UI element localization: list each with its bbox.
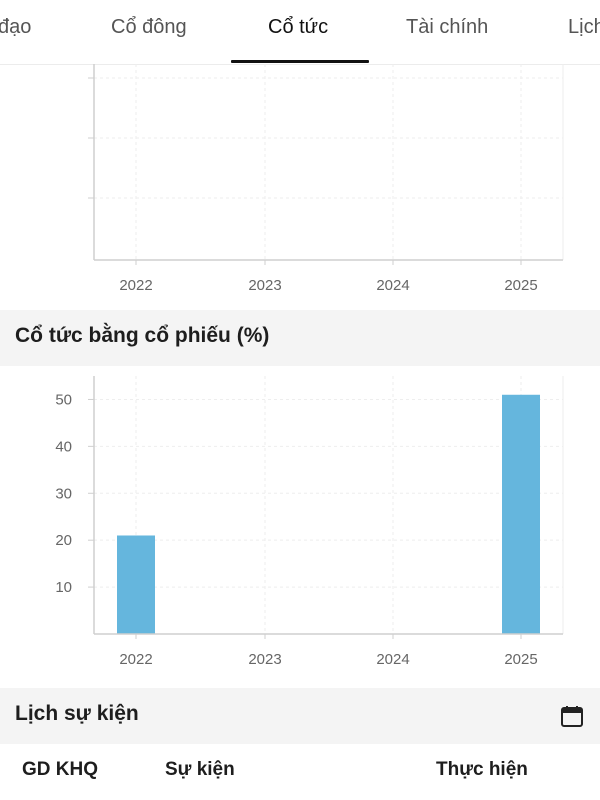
column-header-gd-khq[interactable]: GD KHQ [22, 759, 98, 780]
tab-lanh-dao[interactable]: đạo [0, 16, 32, 38]
tab-co-tuc[interactable]: Cổ tức [268, 16, 329, 38]
calendar-icon[interactable] [560, 704, 584, 728]
y-tick-label: 50 [55, 391, 72, 408]
tab-co-dong[interactable]: Cổ đông [111, 16, 187, 38]
x-tick-label: 2022 [119, 277, 152, 294]
y-tick-label: 30 [55, 485, 72, 502]
section-title: Lịch sự kiện [15, 702, 139, 725]
x-tick-label: 2022 [119, 651, 152, 668]
tab-lich[interactable]: Lịch [568, 16, 600, 38]
cash-dividend-chart: 2022 2023 2024 2025 [88, 64, 564, 294]
column-header-su-kien[interactable]: Sự kiện [165, 759, 235, 780]
stock-dividend-chart: 10 20 30 40 50 2022 2023 2024 2025 [55, 376, 564, 668]
x-tick-label: 2024 [376, 651, 409, 668]
x-tick-label: 2023 [248, 277, 281, 294]
bar [502, 394, 540, 634]
x-tick-label: 2023 [248, 651, 281, 668]
active-tab-indicator [231, 60, 369, 63]
section-title: Cổ tức bằng cổ phiếu (%) [15, 324, 270, 347]
events-table-header: GD KHQ Sự kiện Thực hiện [0, 744, 600, 800]
y-tick-label: 40 [55, 438, 72, 455]
events-section-header: Lịch sự kiện [0, 688, 600, 744]
x-tick-label: 2025 [504, 651, 537, 668]
stock-dividend-section-header: Cổ tức bằng cổ phiếu (%) [0, 310, 600, 366]
bar [117, 535, 155, 634]
x-tick-label: 2024 [376, 277, 409, 294]
x-tick-label: 2025 [504, 277, 537, 294]
y-tick-label: 10 [55, 579, 72, 596]
y-tick-label: 20 [55, 532, 72, 549]
column-header-thuc-hien[interactable]: Thực hiện [436, 759, 528, 780]
tab-bar: đạo Cổ đông Cổ tức Tài chính Lịch [0, 0, 600, 65]
tab-tai-chinh[interactable]: Tài chính [406, 16, 489, 38]
